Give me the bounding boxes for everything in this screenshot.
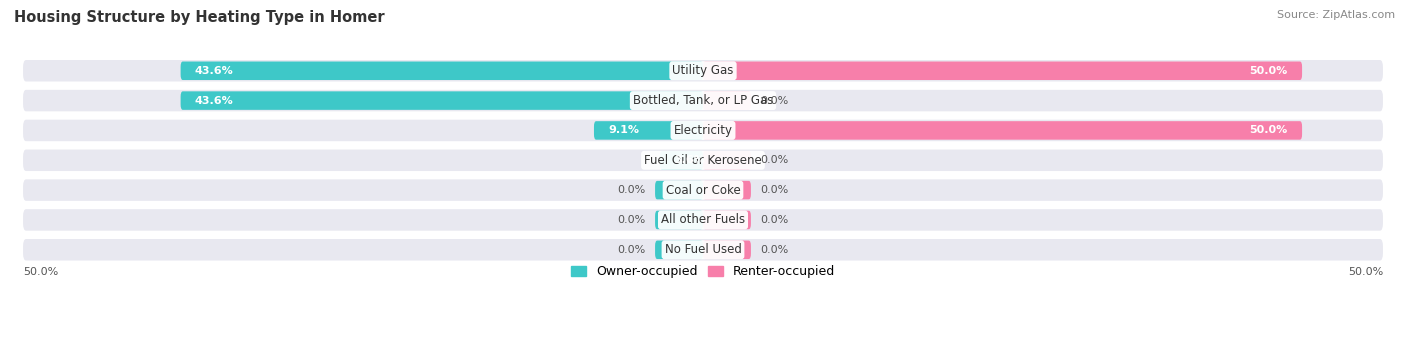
Text: Source: ZipAtlas.com: Source: ZipAtlas.com	[1277, 10, 1395, 20]
Text: All other Fuels: All other Fuels	[661, 213, 745, 226]
Text: 0.0%: 0.0%	[761, 155, 789, 165]
FancyBboxPatch shape	[22, 239, 1384, 261]
Text: Fuel Oil or Kerosene: Fuel Oil or Kerosene	[644, 154, 762, 167]
FancyBboxPatch shape	[22, 149, 1384, 171]
FancyBboxPatch shape	[22, 209, 1384, 231]
Text: 0.0%: 0.0%	[761, 215, 789, 225]
Text: 50.0%: 50.0%	[1348, 267, 1384, 277]
Text: Housing Structure by Heating Type in Homer: Housing Structure by Heating Type in Hom…	[14, 10, 385, 25]
FancyBboxPatch shape	[22, 120, 1384, 141]
Text: 0.0%: 0.0%	[617, 245, 645, 255]
Text: Utility Gas: Utility Gas	[672, 64, 734, 77]
FancyBboxPatch shape	[22, 179, 1384, 201]
Legend: Owner-occupied, Renter-occupied: Owner-occupied, Renter-occupied	[571, 265, 835, 278]
Text: 0.0%: 0.0%	[761, 185, 789, 195]
Text: Bottled, Tank, or LP Gas: Bottled, Tank, or LP Gas	[633, 94, 773, 107]
Text: 3.6%: 3.6%	[675, 155, 706, 165]
Text: Coal or Coke: Coal or Coke	[665, 183, 741, 197]
Text: 43.6%: 43.6%	[195, 66, 233, 76]
FancyBboxPatch shape	[593, 121, 703, 140]
FancyBboxPatch shape	[22, 90, 1384, 111]
FancyBboxPatch shape	[655, 211, 703, 229]
Text: 0.0%: 0.0%	[761, 245, 789, 255]
FancyBboxPatch shape	[703, 91, 751, 110]
FancyBboxPatch shape	[180, 61, 703, 80]
FancyBboxPatch shape	[655, 240, 703, 259]
Text: 9.1%: 9.1%	[609, 125, 640, 135]
Text: 0.0%: 0.0%	[761, 95, 789, 106]
FancyBboxPatch shape	[703, 240, 751, 259]
Text: Electricity: Electricity	[673, 124, 733, 137]
FancyBboxPatch shape	[655, 181, 703, 199]
FancyBboxPatch shape	[659, 151, 703, 169]
FancyBboxPatch shape	[703, 121, 1302, 140]
FancyBboxPatch shape	[703, 61, 1302, 80]
FancyBboxPatch shape	[703, 211, 751, 229]
Text: 50.0%: 50.0%	[1250, 66, 1288, 76]
Text: 0.0%: 0.0%	[617, 215, 645, 225]
FancyBboxPatch shape	[180, 91, 703, 110]
FancyBboxPatch shape	[703, 151, 751, 169]
Text: 43.6%: 43.6%	[195, 95, 233, 106]
Text: 50.0%: 50.0%	[22, 267, 58, 277]
Text: 50.0%: 50.0%	[1250, 125, 1288, 135]
Text: No Fuel Used: No Fuel Used	[665, 243, 741, 256]
Text: 0.0%: 0.0%	[617, 185, 645, 195]
FancyBboxPatch shape	[703, 181, 751, 199]
FancyBboxPatch shape	[22, 60, 1384, 81]
